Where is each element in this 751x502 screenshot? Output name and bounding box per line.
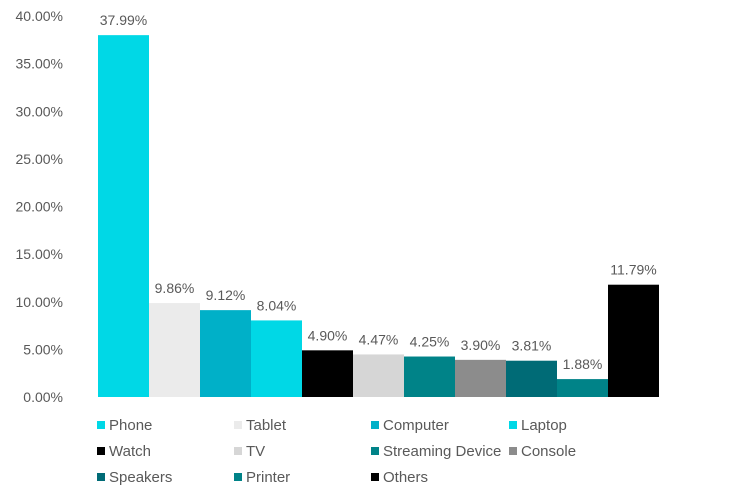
bar-tablet (149, 303, 200, 397)
data-label: 4.25% (410, 334, 450, 350)
bar-laptop (251, 320, 302, 397)
bar-printer (557, 379, 608, 397)
legend-label: Console (521, 443, 576, 460)
legend-label: TV (246, 443, 265, 460)
y-tick-label: 25.00% (16, 151, 63, 167)
data-label: 3.90% (461, 337, 501, 353)
legend-swatch (509, 421, 517, 429)
legend-swatch (234, 447, 242, 455)
bar-phone (98, 35, 149, 397)
bar-tv (353, 354, 404, 397)
legend-label: Computer (383, 417, 449, 434)
legend-swatch (234, 473, 242, 481)
y-tick-label: 20.00% (16, 199, 63, 215)
data-label: 3.81% (512, 338, 552, 354)
data-label: 8.04% (257, 297, 297, 313)
data-label: 37.99% (100, 12, 147, 28)
data-label: 4.47% (359, 331, 399, 347)
legend-label: Streaming Device (383, 443, 501, 460)
bar-computer (200, 310, 251, 397)
y-tick-label: 15.00% (16, 246, 63, 262)
data-label: 9.86% (155, 280, 195, 296)
legend-swatch (234, 421, 242, 429)
legend-swatch (97, 421, 105, 429)
data-label: 9.12% (206, 287, 246, 303)
bar-console (455, 359, 506, 397)
bar-speakers (506, 360, 557, 397)
legend-swatch (371, 447, 379, 455)
y-tick-label: 35.00% (16, 56, 63, 72)
legend-label: Watch (109, 443, 151, 460)
legend-label: Others (383, 469, 428, 486)
legend-label: Phone (109, 417, 152, 434)
legend-label: Speakers (109, 469, 172, 486)
y-tick-label: 10.00% (16, 294, 63, 310)
data-label: 11.79% (610, 262, 656, 278)
y-tick-label: 5.00% (23, 341, 63, 357)
legend-swatch (371, 421, 379, 429)
y-tick-label: 0.00% (23, 389, 63, 405)
y-tick-label: 40.00% (16, 8, 63, 24)
data-label: 4.90% (308, 327, 348, 343)
legend-label: Printer (246, 469, 290, 486)
bar-others (608, 284, 659, 397)
legend-swatch (509, 447, 517, 455)
legend-label: Tablet (246, 417, 287, 434)
legend-label: Laptop (521, 417, 567, 434)
legend-swatch (371, 473, 379, 481)
data-label: 1.88% (563, 356, 603, 372)
bar-streaming-device (404, 356, 455, 397)
legend-swatch (97, 473, 105, 481)
bar-watch (302, 350, 353, 397)
y-tick-label: 30.00% (16, 103, 63, 119)
legend-swatch (97, 447, 105, 455)
